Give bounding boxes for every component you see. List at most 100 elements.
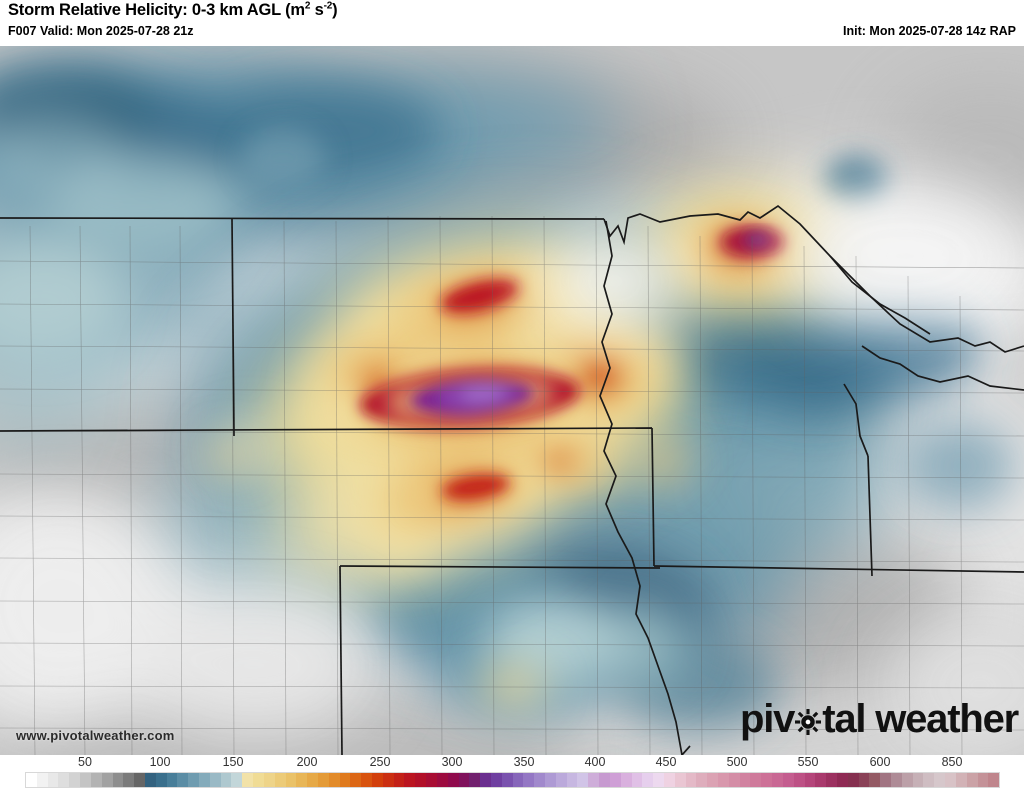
state-boundaries <box>0 204 1024 755</box>
colorbar-swatch <box>761 773 773 787</box>
colorbar-swatch <box>707 773 718 787</box>
page-title: Storm Relative Helicity: 0-3 km AGL (m2 … <box>8 0 338 20</box>
colorbar-swatch <box>415 773 427 787</box>
map-canvas[interactable]: www.pivotalweather.com piv <box>0 46 1024 755</box>
colorbar-swatch <box>901 773 913 787</box>
colorbar-swatch <box>620 773 632 787</box>
colorbar-tick-label: 400 <box>584 755 606 769</box>
logo-text-before: piv <box>740 697 795 741</box>
page-title-exponent-1: 2 <box>304 0 311 12</box>
colorbar-swatch <box>988 773 1000 787</box>
colorbar-tick-label: 100 <box>149 755 171 769</box>
colorbar-swatch <box>674 773 686 787</box>
colorbar-swatch <box>869 773 881 787</box>
colorbar-swatch <box>47 773 59 787</box>
colorbar-swatch <box>534 773 545 787</box>
colorbar-swatch <box>923 773 935 787</box>
colorbar-tick-label: 350 <box>513 755 535 769</box>
colorbar-swatch <box>577 773 589 787</box>
valid-time-label: F007 Valid: Mon 2025-07-28 21z <box>8 24 194 38</box>
colorbar-swatch <box>739 773 751 787</box>
pivotal-weather-logo: piv <box>740 697 1019 741</box>
page-title-exponent-2: -2 <box>323 0 333 12</box>
colorbar-swatch <box>69 773 81 787</box>
colorbar-swatch <box>501 773 513 787</box>
colorbar-swatch <box>285 773 297 787</box>
map-raster <box>0 46 1024 755</box>
colorbar-swatch <box>642 773 654 787</box>
colorbar-swatch <box>945 773 956 787</box>
colorbar-swatch <box>512 773 524 787</box>
colorbar-swatch <box>134 773 145 787</box>
colorbar-tick-label: 500 <box>726 755 748 769</box>
colorbar-swatch <box>90 773 102 787</box>
colorbar-swatch <box>112 773 124 787</box>
page-title-end: ) <box>332 1 338 19</box>
field-warm-helicity <box>208 189 850 708</box>
colorbar-swatch <box>404 773 416 787</box>
colorbar-swatch <box>166 773 178 787</box>
colorbar-swatch <box>80 773 91 787</box>
colorbar-swatch <box>144 773 156 787</box>
colorbar-swatch <box>966 773 978 787</box>
colorbar-swatch <box>804 773 816 787</box>
colorbar-swatch <box>782 773 794 787</box>
colorbar-tick-label: 850 <box>941 755 963 769</box>
colorbar-tick-label: 250 <box>369 755 391 769</box>
colorbar-swatches[interactable] <box>25 772 1000 788</box>
colorbar-tick-label: 150 <box>222 755 244 769</box>
colorbar-swatch <box>447 773 459 787</box>
colorbar-swatch <box>220 773 232 787</box>
colorbar-swatch <box>826 773 837 787</box>
colorbar-swatch <box>339 773 351 787</box>
colorbar-swatch <box>155 773 167 787</box>
colorbar-swatch <box>382 773 394 787</box>
header: Storm Relative Helicity: 0-3 km AGL (m2 … <box>0 0 1024 46</box>
colorbar-swatch <box>274 773 286 787</box>
colorbar-swatch <box>361 773 372 787</box>
colorbar-swatch <box>209 773 221 787</box>
colorbar-swatch <box>480 773 491 787</box>
colorbar-swatch <box>296 773 308 787</box>
colorbar-swatch <box>523 773 535 787</box>
colorbar-tick-label: 50 <box>78 755 92 769</box>
colorbar-swatch <box>372 773 383 787</box>
colorbar-swatch <box>934 773 946 787</box>
gear-sun-icon <box>795 709 822 735</box>
colorbar-swatch <box>891 773 902 787</box>
colorbar-swatch <box>728 773 740 787</box>
colorbar[interactable]: 50 100 150 200 250 300 350 400 450 500 550 600 850 <box>0 755 1024 791</box>
colorbar-tick-label: 550 <box>797 755 819 769</box>
colorbar-swatch <box>426 773 437 787</box>
colorbar-swatch <box>555 773 567 787</box>
colorbar-swatch <box>858 773 870 787</box>
colorbar-swatch <box>58 773 70 787</box>
colorbar-swatch <box>955 773 967 787</box>
colorbar-swatch <box>26 773 37 787</box>
colorbar-swatch <box>912 773 924 787</box>
colorbar-swatch <box>793 773 805 787</box>
colorbar-swatch <box>101 773 113 787</box>
colorbar-swatch <box>490 773 502 787</box>
colorbar-swatch <box>847 773 859 787</box>
colorbar-swatch <box>545 773 556 787</box>
colorbar-swatch <box>836 773 848 787</box>
colorbar-swatch <box>977 773 989 787</box>
colorbar-swatch <box>653 773 664 787</box>
colorbar-swatch <box>815 773 827 787</box>
colorbar-swatch <box>588 773 600 787</box>
colorbar-swatch <box>36 773 48 787</box>
colorbar-swatch <box>242 773 254 787</box>
colorbar-swatch <box>772 773 783 787</box>
colorbar-swatch <box>436 773 448 787</box>
init-time-label: Init: Mon 2025-07-28 14z RAP <box>843 24 1016 38</box>
colorbar-swatch <box>696 773 708 787</box>
county-boundaries <box>0 215 1024 755</box>
colorbar-swatch <box>609 773 621 787</box>
colorbar-tick-label: 200 <box>296 755 318 769</box>
colorbar-swatch <box>199 773 210 787</box>
field-light-patches <box>0 186 1024 755</box>
colorbar-swatch <box>253 773 264 787</box>
page-title-mid: s <box>310 1 324 19</box>
